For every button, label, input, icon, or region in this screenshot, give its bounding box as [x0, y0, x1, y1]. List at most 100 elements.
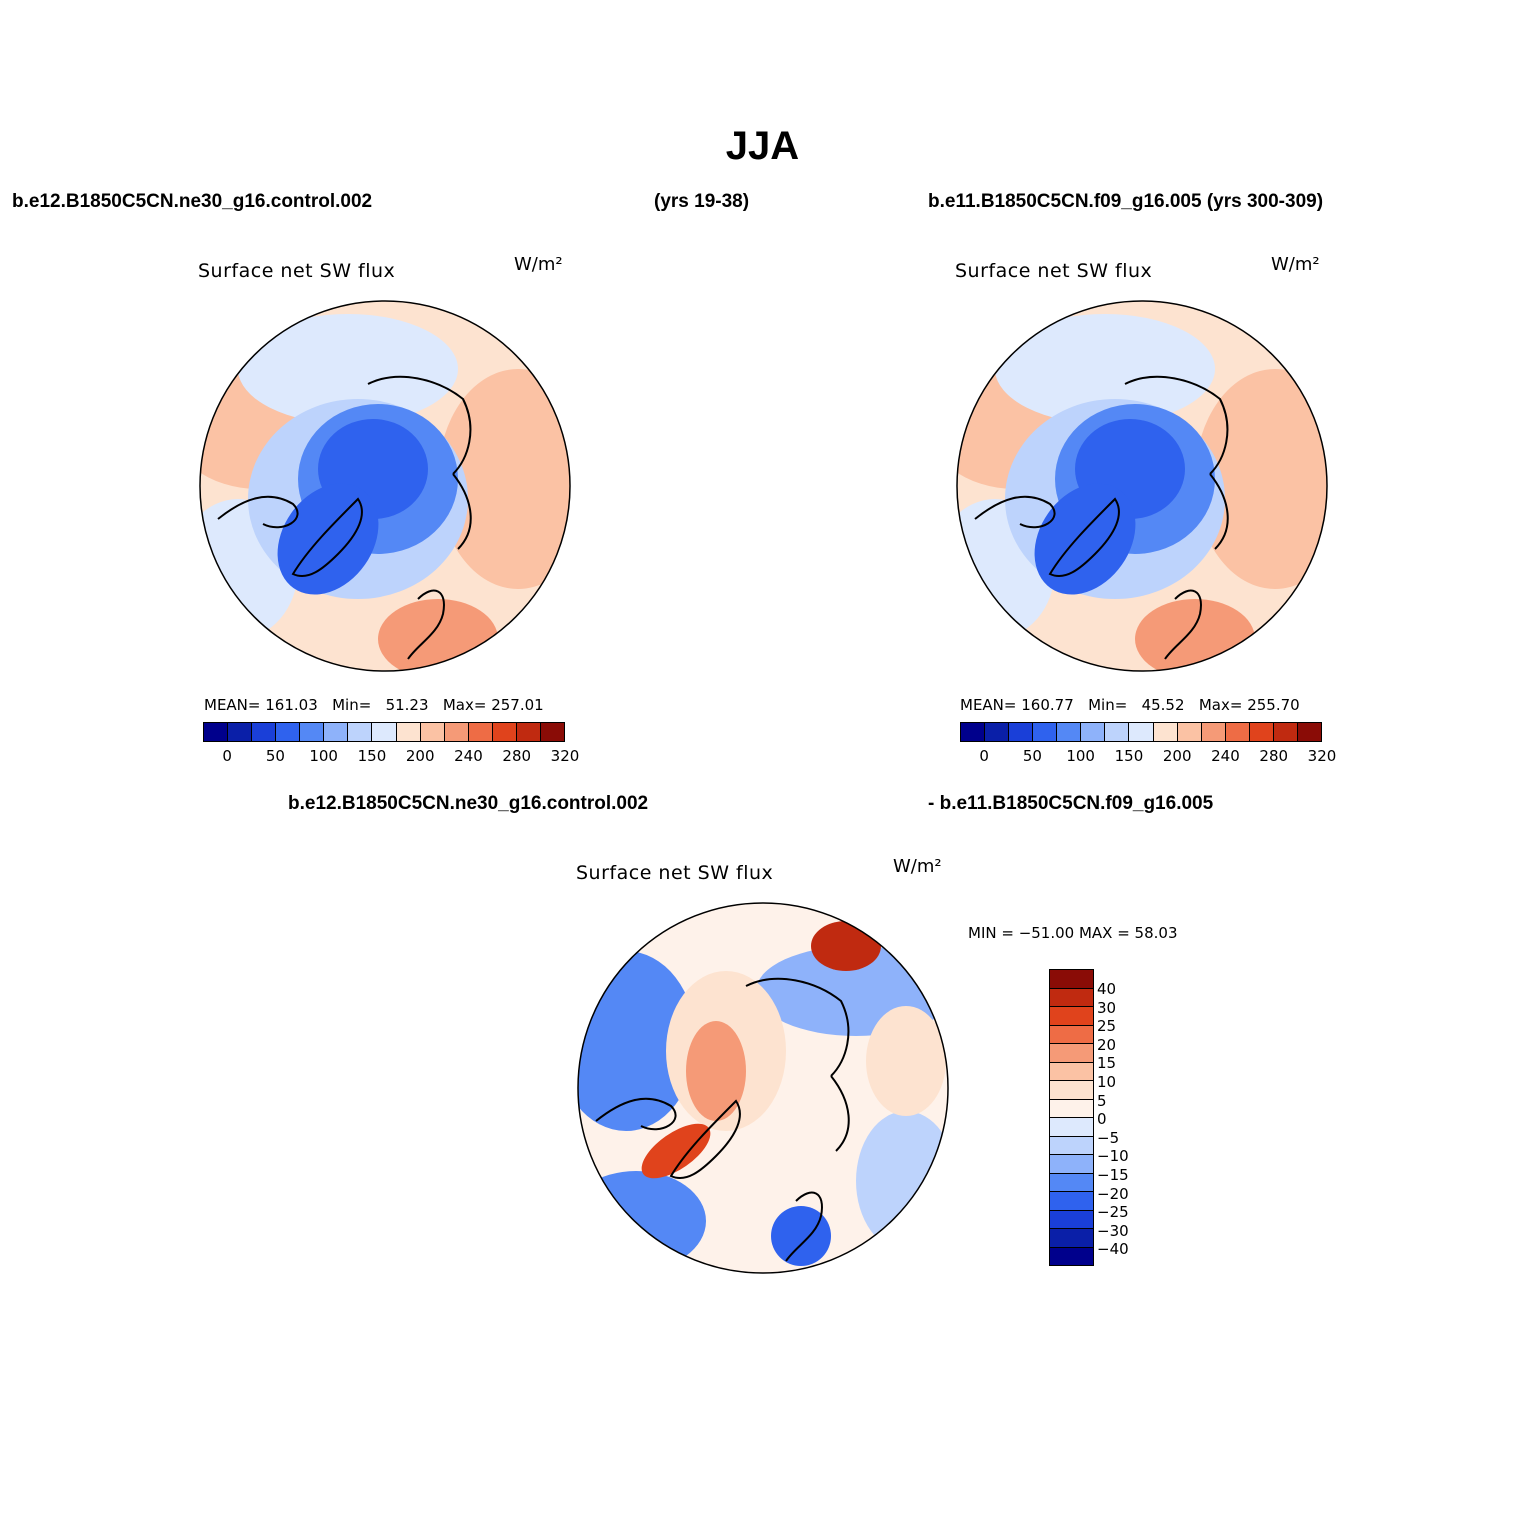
colorbar-swatch — [1050, 1229, 1093, 1248]
colorbar-swatch — [1050, 1062, 1093, 1081]
case1-years: (yrs 19-38) — [654, 191, 750, 212]
greenland-low — [277, 483, 379, 595]
colorbar-swatch — [1153, 723, 1178, 741]
panel2-polar-map — [956, 300, 1328, 672]
greenland-low — [1034, 483, 1136, 595]
panel3-colorbar — [1049, 969, 1094, 1266]
colorbar-swatch — [300, 723, 325, 741]
colorbar-tick-label: 200 — [1162, 747, 1192, 765]
colorbar-swatch — [1273, 723, 1298, 741]
colorbar-label: −10 — [1097, 1147, 1129, 1166]
diff-case1: b.e12.B1850C5CN.ne30_g16.control.002 — [288, 793, 649, 814]
colorbar-swatch — [492, 723, 517, 741]
positive-region-strong — [686, 1021, 746, 1121]
colorbar-swatch — [1050, 1099, 1093, 1118]
colorbar-swatch — [1050, 1155, 1093, 1174]
panel2-stats: MEAN= 160.77 Min= 45.52 Max= 255.70 — [960, 696, 1300, 714]
positive-max — [811, 921, 881, 971]
colorbar-swatch — [1057, 723, 1082, 741]
cool-region — [238, 314, 458, 424]
colorbar-swatch — [252, 723, 277, 741]
panel2-colorbar-ticks: 0 50 100 150 200 240 280 320 — [960, 747, 1336, 767]
colorbar-swatch — [1050, 1007, 1093, 1026]
colorbar-swatch — [1050, 1210, 1093, 1229]
colorbar-tick-label: 320 — [1307, 747, 1337, 765]
colorbar-swatch — [228, 723, 253, 741]
colorbar-swatch — [1201, 723, 1226, 741]
colorbar-swatch — [961, 723, 986, 741]
colorbar-label: −30 — [1097, 1221, 1129, 1240]
panel1-field-label: Surface net SW flux — [198, 260, 396, 282]
colorbar-label: 0 — [1097, 1110, 1107, 1129]
colorbar-tick-label: 240 — [1211, 747, 1240, 765]
colorbar-swatch — [1297, 723, 1321, 741]
colorbar-label: −15 — [1097, 1166, 1129, 1184]
colorbar-tick-label: 50 — [1022, 747, 1042, 765]
colorbar-label: 10 — [1097, 1073, 1117, 1091]
colorbar-swatch — [324, 723, 349, 741]
panel2-field-label: Surface net SW flux — [955, 260, 1153, 282]
panel3-units: W/m² — [893, 856, 942, 877]
colorbar-tick-label: 50 — [265, 747, 285, 765]
scandinavia-coast — [1164, 589, 1202, 660]
colorbar-swatch — [396, 723, 421, 741]
panel2-colorbar — [960, 722, 1322, 742]
colorbar-swatch — [1129, 723, 1154, 741]
colorbar-label: 5 — [1097, 1091, 1107, 1110]
colorbar-swatch — [1009, 723, 1034, 741]
map-boundary — [956, 300, 1328, 672]
colorbar-swatch — [276, 723, 301, 741]
colorbar-swatch — [985, 723, 1010, 741]
colorbar-swatch — [1105, 723, 1130, 741]
map-boundary — [577, 902, 949, 1274]
greenland-coast — [291, 497, 363, 577]
positive-region — [866, 1006, 946, 1116]
greenland-coast — [669, 1099, 741, 1179]
colorbar-swatch — [468, 723, 493, 741]
colorbar-label: 30 — [1097, 998, 1117, 1017]
hudson-coast — [217, 495, 299, 529]
colorbar-tick-label: 320 — [550, 747, 580, 765]
colorbar-label: 15 — [1097, 1054, 1117, 1073]
scandinavia-coast — [407, 589, 445, 660]
negative-region — [771, 1206, 831, 1266]
case1-title: b.e12.B1850C5CN.ne30_g16.control.002 — [12, 191, 373, 212]
colorbar-swatch — [372, 723, 397, 741]
colorbar-swatch — [1050, 970, 1093, 989]
positive-region-strong — [641, 1123, 711, 1179]
colorbar-label: 20 — [1097, 1035, 1117, 1054]
colorbar-tick-label: 0 — [979, 747, 989, 765]
colorbar-swatch — [1249, 723, 1274, 741]
colorbar-label: −5 — [1097, 1128, 1120, 1147]
colorbar-swatch — [1050, 1118, 1093, 1137]
colorbar-label: −25 — [1097, 1203, 1129, 1222]
colorbar-swatch — [1050, 988, 1093, 1007]
panel1-colorbar — [203, 722, 565, 742]
panel3-minmax: MIN = −51.00 MAX = 58.03 — [968, 924, 1178, 942]
colorbar-tick-label: 280 — [1259, 747, 1289, 765]
panel1-units: W/m² — [514, 254, 563, 275]
colorbar-swatch — [540, 723, 564, 741]
panel3-polar-map — [577, 902, 949, 1274]
colorbar-tick-label: 240 — [454, 747, 483, 765]
panel2-units: W/m² — [1271, 254, 1320, 275]
colorbar-tick-label: 200 — [405, 747, 435, 765]
colorbar-swatch — [1050, 1173, 1093, 1192]
colorbar-swatch — [1050, 1247, 1093, 1265]
hudson-coast — [974, 495, 1056, 529]
colorbar-label: −20 — [1097, 1184, 1129, 1203]
colorbar-tick-label: 280 — [502, 747, 532, 765]
colorbar-swatch — [348, 723, 373, 741]
colorbar-tick-label: 100 — [309, 747, 338, 765]
panel1-colorbar-ticks: 0 50 100 150 200 240 280 320 — [203, 747, 579, 767]
colorbar-label: 40 — [1097, 980, 1117, 998]
warm-region — [438, 369, 570, 589]
eurasia-coast — [1124, 375, 1229, 550]
case2-title: b.e11.B1850C5CN.f09_g16.005 (yrs 300-309… — [928, 191, 1324, 212]
colorbar-swatch — [420, 723, 445, 741]
greenland-coast — [1048, 497, 1120, 577]
colorbar-swatch — [516, 723, 541, 741]
colorbar-swatch — [1033, 723, 1058, 741]
scandinavia-coast — [785, 1191, 823, 1262]
colorbar-swatch — [1050, 1044, 1093, 1063]
